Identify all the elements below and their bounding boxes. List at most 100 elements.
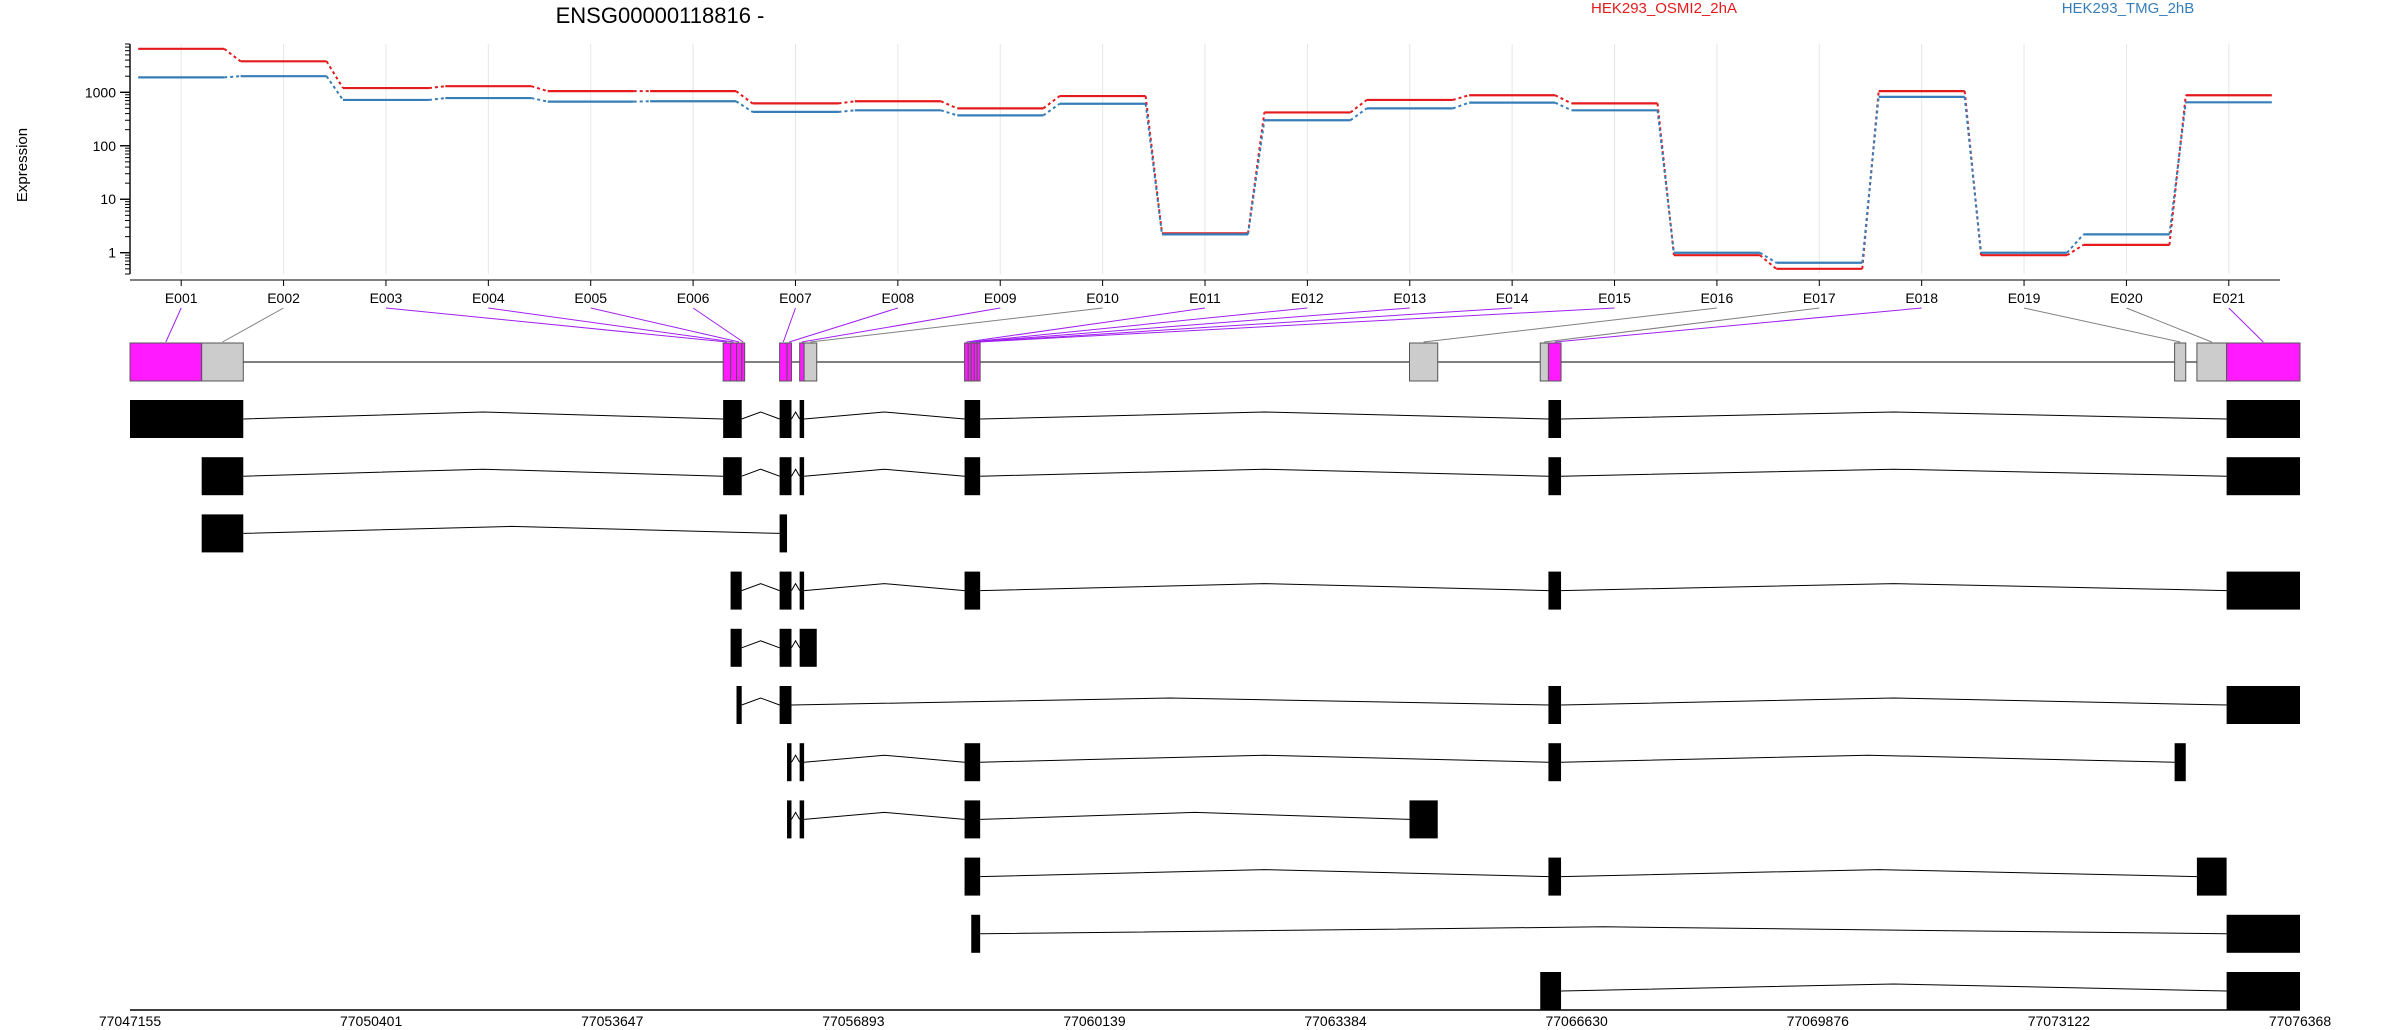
connector-e010 (810, 307, 1103, 343)
transcript-5-intron-2 (1561, 697, 2227, 706)
transcript-1-exon-1 (723, 457, 742, 496)
series-0-link-7 (940, 100, 958, 110)
genomic-tick-label-9: 77076368 (2269, 1013, 2332, 1029)
transcript-1-exon-6 (2226, 457, 2300, 496)
transcript-0 (130, 400, 2300, 438)
transcript-6 (787, 743, 2186, 782)
grid-lines (180, 44, 2230, 274)
gene-model-exon-e006 (741, 342, 746, 382)
series-1-link-17 (1963, 96, 1983, 253)
legend-entry-osmi2: HEK293_OSMI2_2hA (1591, 0, 1737, 17)
gene-model-exon-e008 (786, 342, 792, 382)
series-0-link-18 (2066, 244, 2084, 257)
transcript-0-exon-2 (779, 400, 792, 438)
transcript-0-exon-6 (2226, 400, 2300, 438)
series-1-link-15 (1759, 251, 1777, 264)
connector-e006 (692, 307, 744, 343)
transcript-1-intron-0 (243, 468, 724, 477)
transcript-9-exon-1 (2226, 914, 2300, 953)
transcript-9 (971, 914, 2300, 953)
transcript-0-exon-1 (723, 400, 742, 438)
x-tick-label-e013: E013 (1393, 290, 1426, 306)
transcript-6-exon-3 (1548, 743, 1562, 782)
connector-e008 (789, 307, 899, 343)
transcript-5-exon-0 (736, 686, 742, 724)
transcript-4-exon-1 (779, 628, 792, 667)
genomic-coordinate-axis: 77047155 77050401 77053647 77056893 77060139… (99, 1009, 2332, 1029)
series-1-link-11 (1349, 107, 1368, 122)
x-tick-label-e002: E002 (267, 290, 300, 306)
series-1-link-18 (2066, 233, 2085, 254)
transcript-3-exon-3 (964, 571, 981, 610)
series-0-link-5 (735, 90, 754, 105)
connector-e011 (966, 307, 1206, 343)
transcript-6-exon-4 (2174, 743, 2186, 782)
transcript-0-intron-4 (980, 411, 1549, 420)
transcript-3-exon-0 (730, 571, 742, 610)
transcript-1-intron-1 (741, 468, 780, 477)
x-tick-label-e003: E003 (370, 290, 403, 306)
transcript-5-exon-1 (779, 686, 792, 724)
series-0-link-8 (1042, 95, 1061, 110)
transcript-6-intron-0 (791, 754, 801, 763)
transcript-3-intron-0 (741, 583, 780, 592)
gene-model-exon-e021 (2226, 342, 2301, 382)
gene-model-exon-e011 (964, 342, 969, 382)
series-1-link-2 (428, 97, 446, 101)
transcript-9-exon-0 (971, 914, 981, 953)
series-0-link-15 (1759, 254, 1777, 270)
connector-e001 (165, 307, 182, 343)
transcript-1-exon-4 (964, 457, 981, 496)
x-tick-label-e018: E018 (1905, 290, 1938, 306)
transcript-1-intron-4 (980, 468, 1549, 477)
genomic-tick-label-3: 77056893 (822, 1013, 885, 1029)
genomic-tick-label-6: 77066630 (1545, 1013, 1608, 1029)
connector-e005 (590, 307, 740, 343)
connector-e018 (1554, 307, 1922, 343)
transcript-4-exon-2 (799, 628, 817, 667)
x-tick-label-e004: E004 (472, 290, 505, 306)
transcript-3-intron-1 (791, 582, 801, 591)
transcript-3-intron-3 (980, 583, 1549, 592)
series-0-link-3 (531, 85, 549, 93)
x-tick-label-e021: E021 (2212, 290, 2245, 306)
series-1-link-0 (224, 75, 241, 79)
chart-title: ENSG00000118816 - (556, 3, 765, 28)
transcript-8-intron-0 (980, 869, 1549, 878)
x-tick-label-e019: E019 (2008, 290, 2041, 306)
transcript-6-exon-0 (787, 743, 792, 782)
transcript-6-exon-2 (964, 743, 981, 782)
transcript-2 (201, 514, 788, 553)
transcript-7-exon-0 (787, 800, 792, 839)
gene-model-exon-e004 (730, 342, 738, 382)
gene-model-exon-e001 (129, 342, 203, 382)
transcript-3 (730, 571, 2300, 610)
genomic-tick-label-2: 77053647 (581, 1013, 644, 1029)
exon-axis-labels: E001 E002 E003 E004 E005 E006 E007 E008 E009 E010… (130, 279, 2280, 306)
connector-e013 (972, 307, 1410, 343)
x-tick-label-e012: E012 (1291, 290, 1324, 306)
transcript-5-exon-3 (2226, 686, 2300, 724)
genomic-tick-label-4: 77060139 (1063, 1013, 1126, 1029)
series-1-link-1 (325, 75, 344, 101)
y-tick-label-2: 100 (93, 138, 117, 154)
x-tick-label-e014: E014 (1496, 290, 1529, 306)
x-tick-label-e017: E017 (1803, 290, 1836, 306)
gene-model-exon-e015 (976, 342, 981, 382)
x-tick-label-e006: E006 (677, 290, 710, 306)
expression-series (138, 47, 2272, 270)
series-0-link-2 (428, 85, 446, 90)
transcript-1-exon-5 (1548, 457, 1562, 496)
y-tick-label-0: 1 (108, 245, 116, 261)
series-1-link-9 (1144, 103, 1163, 235)
series-0-link-11 (1349, 99, 1368, 114)
transcript-tracks (130, 400, 2300, 1010)
genomic-tick-label-0: 77047155 (99, 1013, 162, 1029)
connector-e012 (969, 307, 1308, 343)
series-1-link-19 (2168, 102, 2187, 235)
transcript-0-exon-5 (1548, 400, 1562, 438)
transcript-4-exon-0 (730, 628, 742, 667)
gene-model-track (129, 342, 2301, 382)
transcript-8 (964, 857, 2227, 896)
